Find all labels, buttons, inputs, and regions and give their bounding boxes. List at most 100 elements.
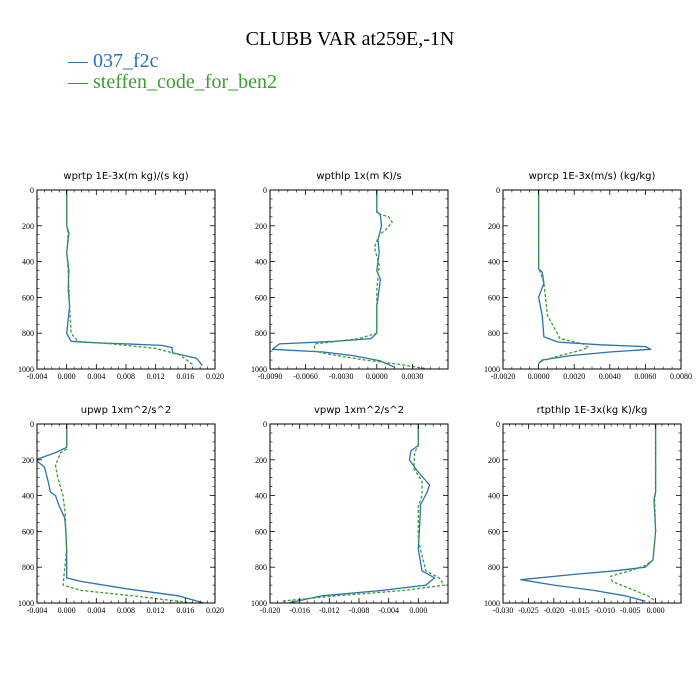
legend-label: 037_f2c xyxy=(93,50,159,72)
y-tick-label: 0 xyxy=(263,186,267,195)
series-line-1 xyxy=(537,190,652,365)
x-tick-label: 0.000 xyxy=(58,372,76,381)
y-tick-label: 0 xyxy=(496,186,500,195)
x-tick-label: 0.012 xyxy=(147,372,165,381)
x-tick-label: 0.012 xyxy=(147,606,165,615)
y-tick-label: 1000 xyxy=(484,365,500,374)
x-tick-label: 0.016 xyxy=(176,372,194,381)
y-tick-label: 0 xyxy=(496,420,500,429)
x-tick-label: 0.004 xyxy=(87,372,105,381)
y-tick-label: 400 xyxy=(488,258,500,267)
series-line-2 xyxy=(281,424,445,602)
panel-title: vpwp 1xm^2/s^2 xyxy=(314,405,404,416)
x-tick-label: -0.005 xyxy=(620,606,641,615)
y-tick-label: 600 xyxy=(488,293,500,302)
y-tick-label: 1000 xyxy=(484,599,500,608)
x-tick-label: -0.0090 xyxy=(258,372,283,381)
series-line-1 xyxy=(66,190,203,366)
legend-line-icon: — xyxy=(68,50,93,72)
x-tick-label: 0.0060 xyxy=(634,372,656,381)
y-tick-label: 1000 xyxy=(18,365,34,374)
y-tick-label: 400 xyxy=(22,258,34,267)
x-tick-label: 0.004 xyxy=(87,606,105,615)
y-tick-label: 200 xyxy=(22,222,34,231)
y-tick-label: 600 xyxy=(22,527,34,536)
x-tick-label: 0.000 xyxy=(647,606,665,615)
y-tick-label: 600 xyxy=(255,293,267,302)
y-tick-label: 0 xyxy=(30,420,34,429)
x-tick-label: 0.008 xyxy=(117,372,135,381)
series-line-1 xyxy=(288,424,436,603)
x-tick-label: 0.0080 xyxy=(670,372,692,381)
legend-line-icon: — xyxy=(68,71,93,93)
y-tick-label: 800 xyxy=(488,329,500,338)
plot-frame xyxy=(36,189,216,370)
plot-frame xyxy=(269,189,449,370)
y-tick-label: 400 xyxy=(22,492,34,501)
y-tick-label: 400 xyxy=(488,492,500,501)
x-tick-label: -0.015 xyxy=(569,606,590,615)
y-tick-label: 400 xyxy=(255,492,267,501)
y-tick-label: 1000 xyxy=(18,599,34,608)
y-tick-label: 0 xyxy=(263,420,267,429)
chart-panel-3: wprcp 1E-3x(m/s) (kg/kg) -0.0020 0.0000 0.0… xyxy=(484,171,692,381)
x-tick-label: 0.0000 xyxy=(528,372,550,381)
x-tick-label: 0.008 xyxy=(117,606,135,615)
y-tick-label: 0 xyxy=(30,186,34,195)
plot-frame xyxy=(269,423,449,604)
series-line-2 xyxy=(610,424,657,602)
x-tick-label: -0.0030 xyxy=(329,372,354,381)
chart-panel-4: upwp 1xm^2/s^2 -0.004 0.000 0.004 0.008 0.012… xyxy=(18,405,224,615)
y-tick-label: 200 xyxy=(488,222,500,231)
x-tick-label: 0.000 xyxy=(58,606,76,615)
series-line-1 xyxy=(37,424,205,603)
series-line-2 xyxy=(537,190,590,365)
x-tick-label: -0.025 xyxy=(518,606,539,615)
y-tick-label: 800 xyxy=(488,563,500,572)
legend-entry-1: — 037_f2c xyxy=(68,50,159,73)
x-tick-label: 0.016 xyxy=(176,606,194,615)
x-tick-label: -0.004 xyxy=(378,606,399,615)
x-tick-label: 0.0000 xyxy=(366,372,388,381)
legend-label: steffen_code_for_ben2 xyxy=(93,71,278,93)
x-tick-label: -0.008 xyxy=(349,606,370,615)
series-line-2 xyxy=(313,190,428,369)
series-line-2 xyxy=(66,190,194,366)
panel-title: rtpthlp 1E-3x(kg K)/kg xyxy=(537,405,648,416)
y-tick-label: 600 xyxy=(22,293,34,302)
y-tick-label: 400 xyxy=(255,258,267,267)
y-tick-label: 800 xyxy=(22,563,34,572)
panel-title: wpthlp 1x(m K)/s xyxy=(316,171,401,182)
figure-title: CLUBB VAR at259E,-1N xyxy=(245,28,455,50)
chart-panel-6: rtpthlp 1E-3x(kg K)/kg -0.030 -0.025 -0.020… xyxy=(484,405,682,615)
x-tick-label: -0.010 xyxy=(594,606,615,615)
y-tick-label: 200 xyxy=(255,222,267,231)
chart-panel-2: wpthlp 1x(m K)/s -0.0090 -0.0060 -0.0030 0.0… xyxy=(251,171,449,381)
x-tick-label: 0.020 xyxy=(206,372,224,381)
plot-frame xyxy=(502,189,682,370)
panel-title: wprtp 1E-3x(m kg)/(s kg) xyxy=(63,171,188,182)
x-tick-label: -0.030 xyxy=(493,606,514,615)
x-tick-label: 0.0020 xyxy=(563,372,585,381)
panel-title: wprcp 1E-3x(m/s) (kg/kg) xyxy=(529,171,656,182)
series-line-1 xyxy=(520,424,657,602)
x-tick-label: -0.012 xyxy=(319,606,340,615)
x-tick-label: -0.0020 xyxy=(491,372,516,381)
series-line-2 xyxy=(54,424,193,603)
y-tick-label: 1000 xyxy=(251,599,267,608)
x-tick-label: -0.020 xyxy=(260,606,281,615)
y-tick-label: 600 xyxy=(255,527,267,536)
x-tick-label: -0.016 xyxy=(289,606,310,615)
y-tick-label: 800 xyxy=(255,563,267,572)
y-tick-label: 200 xyxy=(255,456,267,465)
panel-title: upwp 1xm^2/s^2 xyxy=(81,405,171,416)
y-tick-label: 600 xyxy=(488,527,500,536)
chart-panel-1: wprtp 1E-3x(m kg)/(s kg) -0.004 0.000 0.004… xyxy=(18,171,224,381)
x-tick-label: 0.0030 xyxy=(401,372,423,381)
chart-panel-5: vpwp 1xm^2/s^2 -0.020 -0.016 -0.012 -0.008 -0… xyxy=(251,405,449,615)
y-tick-label: 800 xyxy=(255,329,267,338)
legend-entry-2: — steffen_code_for_ben2 xyxy=(68,71,277,94)
x-tick-label: -0.004 xyxy=(27,606,48,615)
x-tick-label: -0.004 xyxy=(27,372,48,381)
